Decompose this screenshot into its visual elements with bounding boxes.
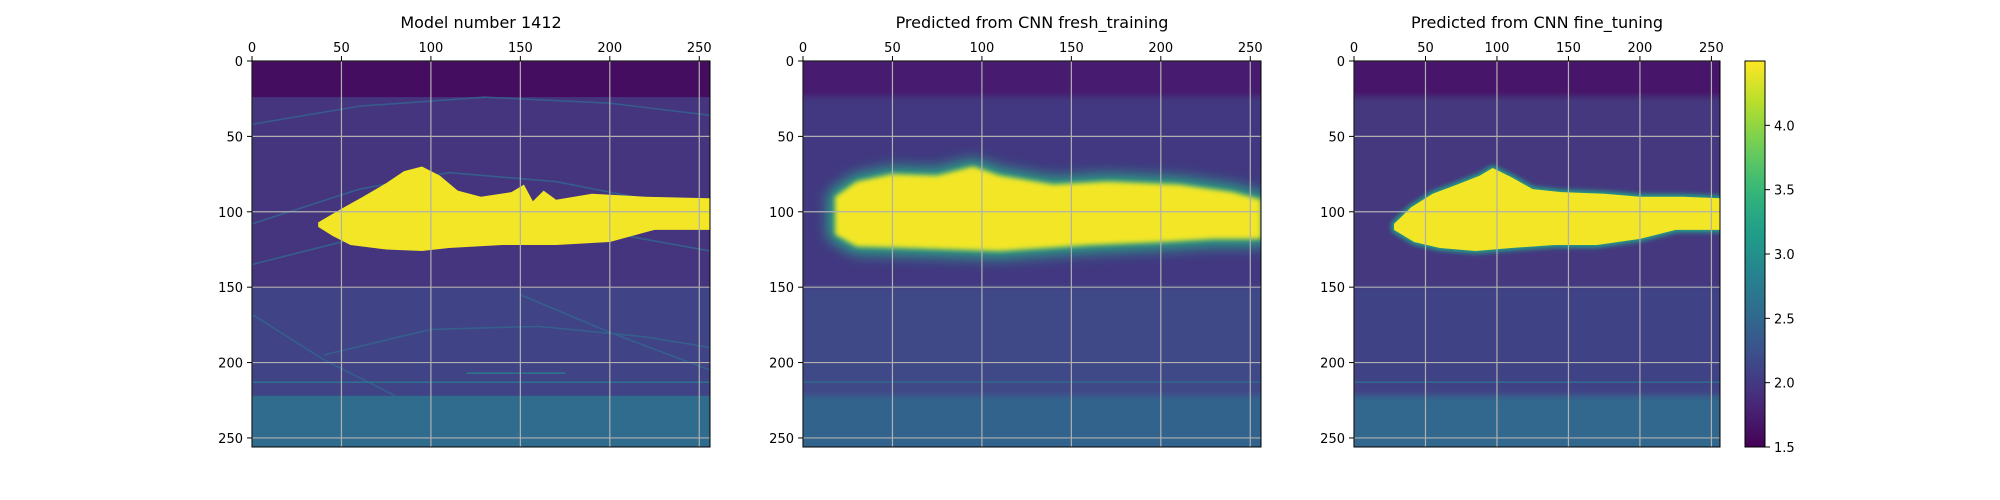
colorbar-tick-label: 3.5 (1774, 184, 1795, 199)
y-tick-label: 150 (218, 281, 243, 296)
heatmap-image (803, 61, 1261, 447)
salt-body (835, 166, 1261, 251)
layer-line (252, 313, 396, 397)
x-tick-label: 200 (597, 41, 622, 56)
x-tick-label: 250 (687, 41, 712, 56)
x-tick-label: 150 (508, 41, 533, 56)
y-tick-label: 100 (1320, 206, 1345, 221)
colorbar-gradient (1745, 61, 1765, 447)
y-tick-label: 200 (1320, 357, 1345, 372)
y-tick-label: 150 (769, 281, 794, 296)
layer-band (803, 395, 1261, 447)
y-tick-label: 250 (769, 432, 794, 447)
layer-band (1354, 61, 1720, 98)
y-tick-label: 250 (1320, 432, 1345, 447)
axes-frame (251, 60, 711, 448)
x-tick-label: 250 (1238, 41, 1263, 56)
layer-band (252, 287, 710, 396)
panel-1: 0 50 100 150 200 250 0 50 100 150 200 250 Model numb… (218, 13, 712, 448)
x-tick-label: 0 (799, 41, 807, 56)
salt-body (1394, 168, 1720, 251)
axes-frame (802, 60, 1262, 448)
y-tick-label: 50 (1328, 130, 1345, 145)
x-tick-label: 50 (333, 41, 350, 56)
layer-band (252, 61, 710, 98)
colorbar-tick-label: 2.5 (1774, 312, 1795, 327)
x-tick-label: 100 (969, 41, 994, 56)
y-tick-label: 150 (1320, 281, 1345, 296)
y-tick-label: 50 (226, 130, 243, 145)
colorbar: 1.5 2.0 2.5 3.0 3.5 4.0 (1744, 60, 1795, 456)
x-tick-label: 100 (1485, 41, 1510, 56)
layer-band (252, 97, 710, 288)
x-tick-label: 250 (1699, 41, 1724, 56)
y-tick-label: 0 (1337, 55, 1345, 70)
colorbar-tick-label: 2.0 (1774, 377, 1795, 392)
heatmap-image (252, 61, 710, 447)
x-tick-label: 0 (248, 41, 256, 56)
x-tick-label: 100 (418, 41, 443, 56)
layer-band (803, 287, 1261, 396)
colorbar-tick-label: 4.0 (1774, 119, 1795, 134)
y-tick-label: 100 (769, 206, 794, 221)
x-tick-label: 150 (1556, 41, 1581, 56)
panel-2: 0 50 100 150 200 250 0 50 100 150 200 250 Predicted … (769, 13, 1263, 448)
layer-band (1354, 287, 1720, 396)
x-tick-label: 50 (1417, 41, 1434, 56)
colorbar-tick-label: 3.0 (1774, 248, 1795, 263)
layer-band (803, 61, 1261, 98)
layer-band (252, 395, 710, 447)
y-tick-label: 200 (769, 357, 794, 372)
y-tick-label: 250 (218, 432, 243, 447)
heatmap-image (1354, 61, 1720, 447)
salt-body (318, 166, 710, 251)
y-tick-label: 100 (218, 206, 243, 221)
axes-frame (1353, 60, 1721, 448)
y-tick-label: 50 (777, 130, 794, 145)
layer-line (252, 96, 710, 126)
layer-line (252, 171, 710, 225)
layer-band (1354, 395, 1720, 447)
y-tick-label: 0 (235, 55, 243, 70)
x-tick-label: 50 (884, 41, 901, 56)
panel-title: Predicted from CNN fresh_training (896, 13, 1169, 33)
panel-3: 0 50 100 150 200 250 0 50 100 150 200 250 Predicted … (1320, 13, 1724, 448)
x-tick-label: 150 (1059, 41, 1084, 56)
x-tick-label: 200 (1628, 41, 1653, 56)
panel-title: Model number 1412 (400, 13, 561, 32)
y-tick-label: 0 (786, 55, 794, 70)
x-tick-label: 0 (1350, 41, 1358, 56)
layer-line (323, 325, 710, 356)
colorbar-tick-label: 1.5 (1774, 441, 1795, 456)
y-tick-label: 200 (218, 357, 243, 372)
x-tick-label: 200 (1148, 41, 1173, 56)
panel-title: Predicted from CNN fine_tuning (1411, 13, 1663, 33)
